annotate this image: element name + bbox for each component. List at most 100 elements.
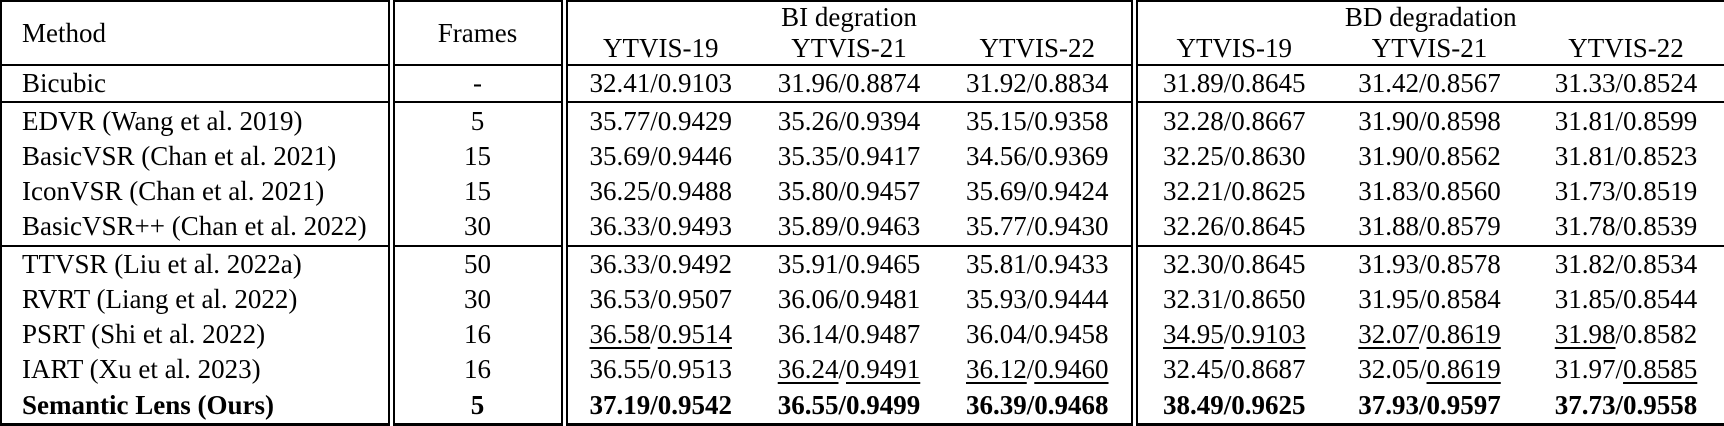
psnr-value: 35.26 bbox=[777, 105, 839, 136]
metric-cell: 36.14/0.9487 bbox=[777, 319, 921, 350]
metric-cell: 35.81/0.9433 bbox=[944, 244, 1135, 282]
metric-cell: 31.82/0.8534 bbox=[1528, 244, 1724, 282]
ssim-value: 0.8562 bbox=[1426, 140, 1501, 171]
ssim-value: 0.8582 bbox=[1623, 319, 1698, 350]
col-header-bd-ytvis22: YTVIS-22 bbox=[1568, 33, 1684, 63]
method-cell: Semantic Lens (Ours) bbox=[22, 389, 274, 420]
psnr-value: 35.35 bbox=[777, 140, 839, 171]
table-row: Bicubic -32.41/0.9103 31.96/0.8874 31.92/0.… bbox=[1, 63, 1724, 103]
ssim-value: 0.9424 bbox=[1034, 176, 1109, 207]
psnr-value: 31.88 bbox=[1358, 211, 1420, 242]
metric-cell: 32.28/0.8667 bbox=[1130, 101, 1332, 139]
metric-cell: 31.88/0.8579 bbox=[1358, 211, 1501, 242]
ssim-value: 0.8619 bbox=[1426, 319, 1501, 350]
metric-cell: 36.39/0.9468 bbox=[966, 389, 1109, 420]
metric-cell: 31.95/0.8584 bbox=[1358, 284, 1501, 314]
ssim-value: 0.9430 bbox=[1034, 211, 1109, 242]
col-header-bi-ytvis19: YTVIS-19 bbox=[560, 33, 754, 65]
psnr-value: 37.93 bbox=[1358, 389, 1420, 420]
psnr-value: 37.73 bbox=[1554, 389, 1616, 420]
psnr-value: 35.80 bbox=[777, 176, 839, 207]
method-cell: IconVSR (Chan et al. 2021) bbox=[22, 176, 325, 207]
ssim-value: 0.8524 bbox=[1623, 68, 1698, 99]
ssim-value: 0.8567 bbox=[1426, 68, 1501, 99]
ssim-value: 0.9369 bbox=[1034, 140, 1109, 171]
psnr-value: 32.07 bbox=[1358, 319, 1420, 350]
psnr-value: 32.05 bbox=[1358, 354, 1420, 385]
ssim-value: 0.9460 bbox=[1034, 354, 1109, 385]
table-row: TTVSR (Liu et al. 2022a) 50 36.33/0.9492 35… bbox=[1, 244, 1724, 282]
psnr-value: 34.95 bbox=[1163, 319, 1224, 350]
ssim-value: 0.8579 bbox=[1426, 211, 1501, 242]
metric-cell: 35.15/0.9358 bbox=[944, 101, 1135, 139]
psnr-value: 31.78 bbox=[1554, 211, 1616, 242]
col-header-bd-ytvis21: YTVIS-21 bbox=[1371, 33, 1488, 63]
ssim-value: 0.8539 bbox=[1623, 211, 1698, 242]
ssim-value: 0.8560 bbox=[1426, 176, 1501, 207]
psnr-value: 31.83 bbox=[1358, 176, 1420, 207]
ssim-value: 0.9493 bbox=[657, 211, 732, 242]
metric-cell: 32.31/0.8650 bbox=[1130, 281, 1332, 318]
metric-cell: 31.98/0.8582 bbox=[1554, 319, 1698, 350]
psnr-value: 31.81 bbox=[1554, 140, 1616, 171]
frames-cell: 30 bbox=[387, 209, 564, 246]
ssim-value: 0.8619 bbox=[1426, 354, 1501, 385]
col-header-frames: Frames bbox=[387, 1, 564, 65]
ssim-value: 0.9492 bbox=[657, 248, 732, 279]
metric-cell: 37.73/0.9558 bbox=[1554, 389, 1698, 420]
psnr-value: 35.91 bbox=[777, 248, 839, 279]
ssim-value: 0.8599 bbox=[1623, 105, 1698, 136]
ssim-value: 0.9358 bbox=[1034, 105, 1109, 136]
psnr-value: 36.06 bbox=[777, 284, 839, 314]
table-row: BasicVSR++ (Chan et al. 2022) 30 36.33/0.9… bbox=[1, 209, 1724, 246]
metric-cell: 36.24/0.9491 bbox=[777, 354, 921, 385]
frames-cell: 30 bbox=[387, 281, 564, 318]
psnr-value: 35.15 bbox=[966, 105, 1027, 136]
method-cell: PSRT (Shi et al. 2022) bbox=[22, 319, 266, 350]
psnr-value: 32.45 bbox=[1163, 354, 1224, 385]
metric-cell: 35.69/0.9424 bbox=[966, 176, 1109, 207]
table-row: EDVR (Wang et al. 2019) 5 35.77/0.9429 35.2… bbox=[1, 101, 1724, 139]
ssim-value: 0.8874 bbox=[846, 68, 921, 99]
psnr-value: 35.77 bbox=[589, 105, 651, 136]
ssim-value: 0.8534 bbox=[1623, 248, 1698, 279]
ssim-value: 0.9394 bbox=[846, 105, 921, 136]
psnr-value: 36.33 bbox=[589, 211, 651, 242]
table-header: Method Frames BI degration BD degradatio… bbox=[1, 1, 1724, 65]
metric-cell: 31.90/0.8562 bbox=[1358, 140, 1501, 171]
ssim-value: 0.8630 bbox=[1231, 140, 1306, 171]
ssim-value: 0.9481 bbox=[846, 284, 921, 314]
psnr-value: 31.97 bbox=[1554, 354, 1616, 385]
ssim-value: 0.9433 bbox=[1034, 248, 1109, 279]
frames-cell: 16 bbox=[387, 352, 564, 388]
ssim-value: 0.8650 bbox=[1231, 284, 1306, 314]
metric-cell: 36.53/0.9507 bbox=[560, 281, 754, 318]
ssim-value: 0.9625 bbox=[1231, 389, 1306, 420]
psnr-value: 31.93 bbox=[1358, 248, 1420, 279]
psnr-value: 36.55 bbox=[589, 354, 651, 385]
metric-cell: 31.73/0.8519 bbox=[1554, 176, 1698, 207]
table-row: IconVSR (Chan et al. 2021) 15 36.25/0.9488… bbox=[1, 174, 1724, 210]
psnr-value: 31.73 bbox=[1554, 176, 1616, 207]
metric-cell: 37.93/0.9597 bbox=[1358, 389, 1501, 420]
metric-cell: 34.95/0.9103 bbox=[1130, 317, 1332, 353]
ssim-value: 0.9446 bbox=[657, 140, 732, 171]
table-row: BasicVSR (Chan et al. 2021) 15 35.69/0.944… bbox=[1, 138, 1724, 175]
metric-cell: 32.30/0.8645 bbox=[1130, 244, 1332, 282]
method-cell: IART (Xu et al. 2023) bbox=[22, 354, 261, 385]
ssim-value: 0.9103 bbox=[657, 68, 732, 99]
frames-cell: - bbox=[387, 63, 564, 103]
metric-cell: 36.25/0.9488 bbox=[560, 174, 754, 210]
psnr-value: 37.19 bbox=[589, 389, 651, 420]
psnr-value: 31.33 bbox=[1554, 68, 1616, 99]
ssim-value: 0.9499 bbox=[846, 389, 921, 420]
ssim-value: 0.9558 bbox=[1623, 389, 1698, 420]
psnr-value: 35.89 bbox=[777, 211, 839, 242]
metric-cell: 31.89/0.8645 bbox=[1130, 63, 1332, 103]
table-body: Bicubic -32.41/0.9103 31.96/0.8874 31.92/0.… bbox=[1, 63, 1724, 425]
frames-cell: 5 bbox=[387, 387, 564, 425]
psnr-value: 32.30 bbox=[1163, 248, 1224, 279]
psnr-value: 31.89 bbox=[1163, 68, 1224, 99]
metric-cell: 36.12/0.9460 bbox=[966, 354, 1109, 385]
